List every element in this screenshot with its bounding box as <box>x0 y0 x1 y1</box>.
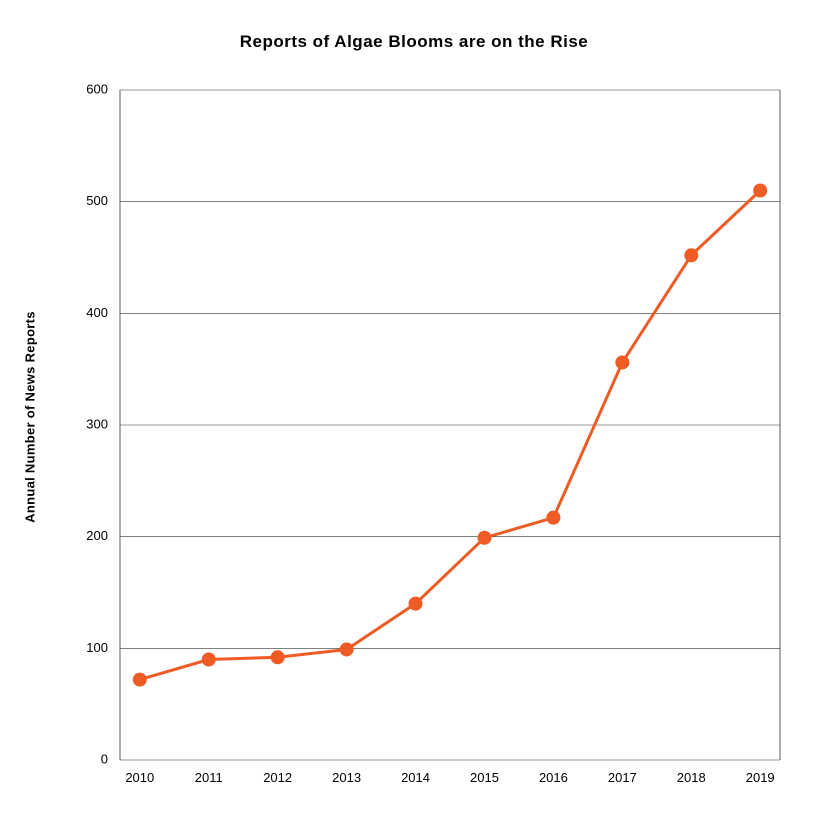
y-axis-label: Annual Number of News Reports <box>23 311 38 523</box>
x-tick-label: 2014 <box>401 770 430 785</box>
data-point <box>409 597 423 611</box>
x-tick-label: 2016 <box>539 770 568 785</box>
data-point <box>615 355 629 369</box>
data-point <box>202 653 216 667</box>
data-point <box>271 650 285 664</box>
y-tick-label: 300 <box>86 416 108 431</box>
data-line <box>140 191 760 680</box>
y-tick-label: 200 <box>86 528 108 543</box>
y-tick-label: 400 <box>86 305 108 320</box>
x-tick-label: 2019 <box>746 770 775 785</box>
x-tick-label: 2017 <box>608 770 637 785</box>
data-point <box>546 511 560 525</box>
x-tick-label: 2012 <box>263 770 292 785</box>
x-tick-label: 2018 <box>677 770 706 785</box>
y-tick-label: 100 <box>86 640 108 655</box>
chart-title: Reports of Algae Blooms are on the Rise <box>0 32 828 52</box>
x-tick-label: 2015 <box>470 770 499 785</box>
y-tick-label: 500 <box>86 193 108 208</box>
x-tick-label: 2010 <box>125 770 154 785</box>
chart-container: Reports of Algae Blooms are on the Rise … <box>0 0 828 833</box>
y-tick-label: 600 <box>86 81 108 96</box>
data-point <box>684 248 698 262</box>
x-tick-label: 2011 <box>195 770 223 785</box>
x-tick-label: 2013 <box>332 770 361 785</box>
data-point <box>340 642 354 656</box>
line-chart: 0 100 200 300 400 500 600 2010 2011 2012 2013 2014 2… <box>0 0 828 833</box>
y-tick-label: 0 <box>101 751 108 766</box>
data-point <box>133 673 147 687</box>
data-point <box>477 531 491 545</box>
data-point <box>753 184 767 198</box>
